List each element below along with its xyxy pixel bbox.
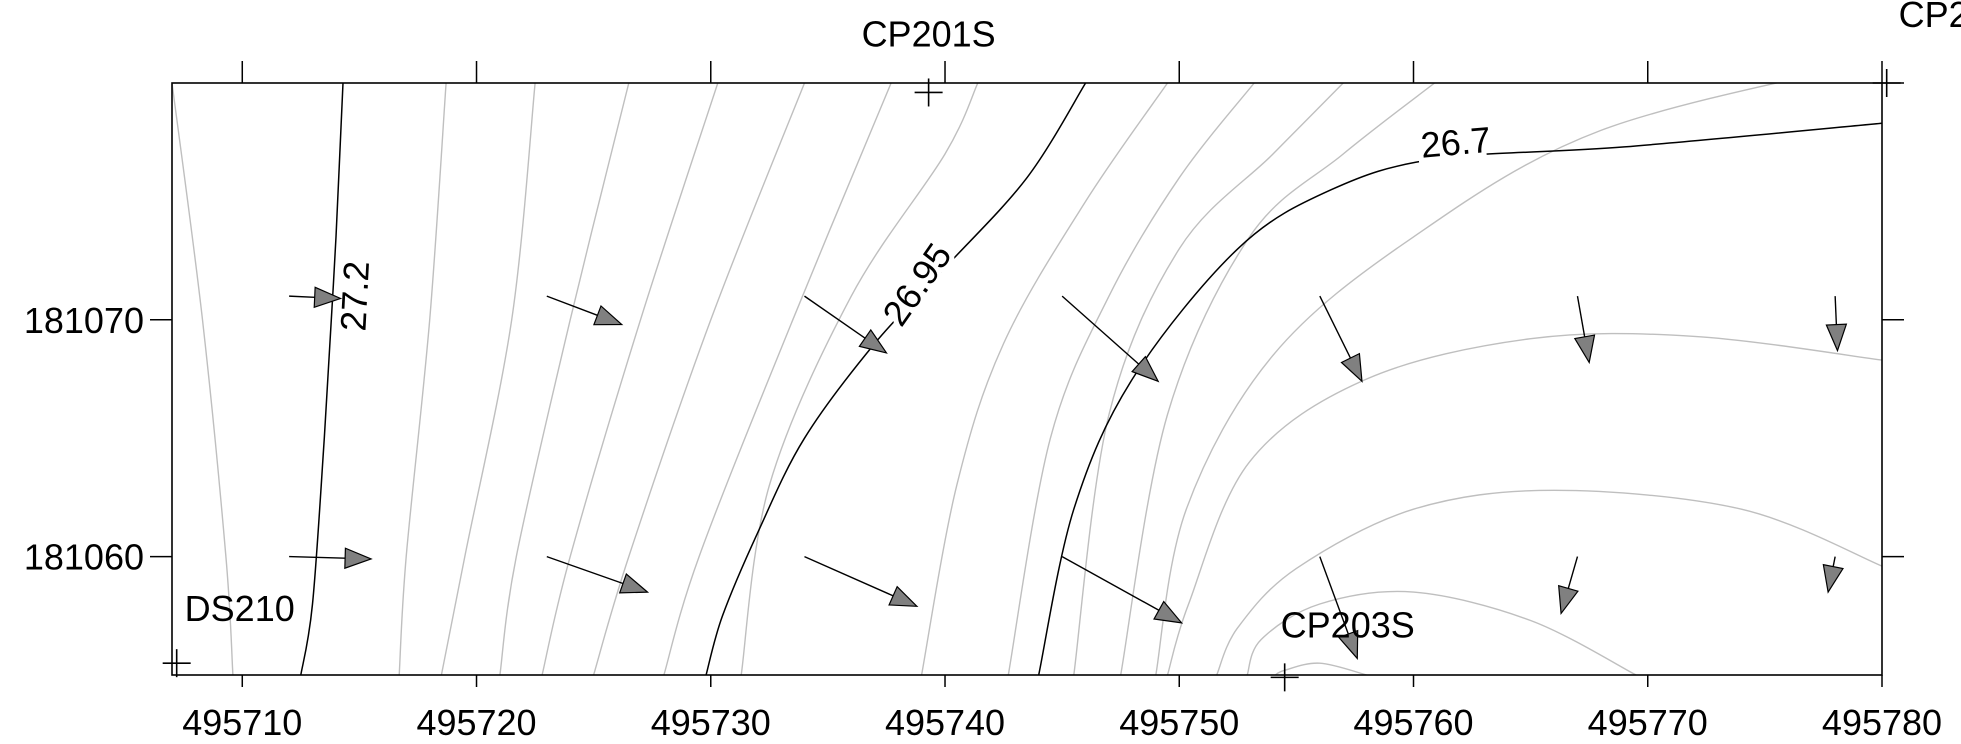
minor-contour-line bbox=[499, 83, 630, 675]
well-markers: CP201S DS210 CP203S CP2 bbox=[162, 0, 1961, 692]
flow-arrow bbox=[1319, 556, 1359, 660]
minor-contour-line bbox=[1246, 590, 1637, 675]
minor-contour-line bbox=[1166, 332, 1882, 675]
y-tick-label: 181070 bbox=[24, 300, 144, 341]
well-cp203s: CP203S bbox=[1270, 604, 1415, 692]
flow-arrow bbox=[546, 295, 624, 326]
x-tick-label: 495750 bbox=[1119, 702, 1239, 743]
minor-contour-line bbox=[1274, 662, 1367, 675]
minor-contour-line bbox=[1216, 489, 1882, 675]
x-tick-label: 495730 bbox=[651, 702, 771, 743]
x-tick-label: 495770 bbox=[1588, 702, 1708, 743]
x-tick-label: 495780 bbox=[1822, 702, 1942, 743]
well-label: CP201S bbox=[862, 13, 996, 54]
x-tick-label: 495710 bbox=[182, 702, 302, 743]
flow-arrow bbox=[1558, 556, 1579, 616]
flow-arrow bbox=[289, 286, 343, 309]
flow-arrow bbox=[1061, 555, 1184, 624]
flow-arrow bbox=[804, 295, 888, 354]
flow-vectors bbox=[289, 286, 1848, 660]
flow-arrow bbox=[1061, 295, 1160, 383]
flow-arrow bbox=[289, 547, 373, 570]
contour-label: 27.2 bbox=[332, 260, 377, 332]
minor-contour-line bbox=[663, 83, 892, 675]
minor-contour-line bbox=[1007, 83, 1255, 675]
minor-contour-line bbox=[440, 83, 536, 675]
x-axis: 495710 495720 495730 495740 495750 495760 4957… bbox=[182, 61, 1942, 743]
x-tick-label: 495760 bbox=[1353, 702, 1473, 743]
y-axis: 181060 181070 bbox=[24, 82, 1904, 578]
flow-arrow bbox=[546, 555, 650, 594]
well-ds210: DS210 bbox=[162, 588, 295, 678]
minor-contour-line bbox=[398, 83, 447, 675]
major-contours bbox=[300, 83, 1882, 675]
minor-contour-line bbox=[541, 83, 719, 675]
flow-arrow bbox=[1573, 295, 1596, 365]
plot-frame bbox=[171, 82, 1883, 676]
minor-contour-line bbox=[1073, 83, 1344, 675]
minor-contour-line bbox=[740, 83, 979, 675]
well-cp2: CP2 bbox=[1872, 0, 1961, 97]
major-contour-line bbox=[1037, 122, 1882, 675]
x-tick-label: 495720 bbox=[416, 702, 536, 743]
flow-arrow bbox=[804, 555, 919, 608]
well-label: DS210 bbox=[185, 588, 295, 629]
flow-arrow bbox=[1822, 556, 1844, 594]
contour-label: 26.95 bbox=[874, 236, 959, 333]
major-contour-line bbox=[705, 83, 1087, 675]
contour-labels: 27.2 26.95 26.7 bbox=[327, 114, 1497, 338]
major-contour-line bbox=[300, 83, 344, 675]
contour-label: 26.7 bbox=[1419, 119, 1492, 166]
minor-contour-line bbox=[920, 83, 1169, 675]
minor-contours bbox=[172, 83, 1882, 675]
flow-arrow bbox=[1319, 295, 1363, 383]
y-tick-label: 181060 bbox=[24, 537, 144, 578]
well-label: CP203S bbox=[1281, 604, 1415, 645]
minor-contour-line bbox=[172, 83, 234, 675]
flow-arrow bbox=[1825, 296, 1848, 353]
well-cp201s: CP201S bbox=[862, 13, 996, 107]
minor-contour-line bbox=[1120, 83, 1436, 675]
minor-contour-line bbox=[1155, 83, 1780, 675]
x-tick-label: 495740 bbox=[885, 702, 1005, 743]
well-label: CP2 bbox=[1899, 0, 1961, 35]
minor-contour-line bbox=[592, 83, 806, 675]
